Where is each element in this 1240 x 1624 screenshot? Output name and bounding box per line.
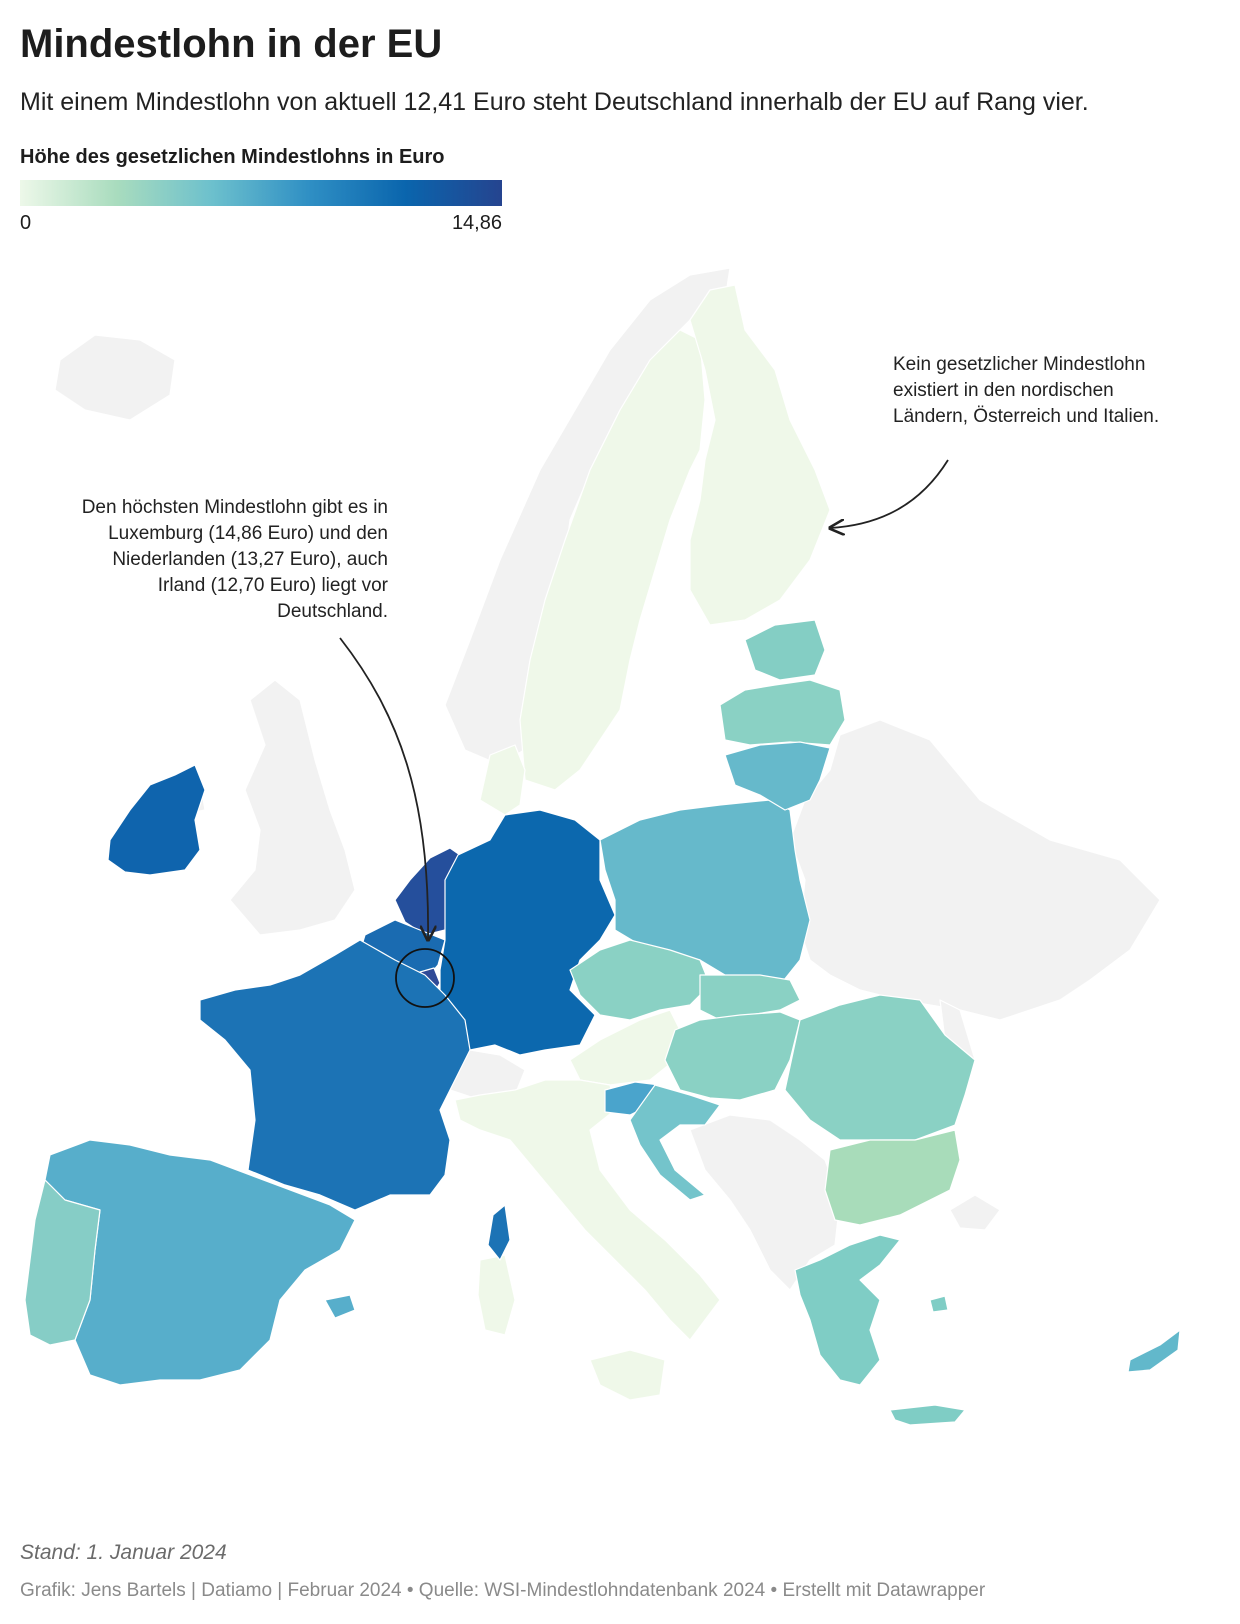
- greece: [794, 1234, 901, 1386]
- sardinia: [477, 1254, 516, 1336]
- page-title: Mindestlohn in der EU: [20, 22, 443, 66]
- legend-max-label: 14,86: [451, 212, 502, 234]
- lithuania: [724, 741, 831, 811]
- source-credit: Grafik: Jens Bartels | Datiamo | Februar…: [20, 1580, 986, 1601]
- luxembourg-highlight-circle: [395, 948, 455, 1008]
- belarus-russia-ukraine: [789, 719, 1161, 1021]
- cyprus: [1127, 1329, 1181, 1373]
- finland: [689, 284, 831, 626]
- corsica: [487, 1204, 511, 1261]
- romania: [784, 994, 976, 1141]
- portugal: [24, 1179, 101, 1346]
- bulgaria: [824, 1129, 961, 1226]
- estonia: [744, 619, 826, 681]
- sweden: [519, 329, 706, 791]
- france: [199, 939, 471, 1211]
- turkey-west: [949, 1194, 1001, 1231]
- legend-title: Höhe des gesetzlichen Mindestlohns in Eu…: [20, 146, 445, 168]
- latvia: [719, 679, 846, 746]
- legend-color-scale: [20, 180, 502, 206]
- nordic-annotation-arrow: [830, 459, 949, 528]
- balkans-non-eu: [689, 1114, 841, 1291]
- highest-wage-annotation: Den höchsten Mindestlohn gibt es in Luxe…: [81, 497, 388, 622]
- highest-annotation-arrow: [339, 637, 428, 940]
- balearic-islands: [324, 1294, 356, 1319]
- date-note: Stand: 1. Januar 2024: [20, 1541, 227, 1564]
- page-subtitle: Mit einem Mindestlohn von aktuell 12,41 …: [20, 88, 1089, 116]
- ireland: [107, 764, 206, 876]
- hungary: [664, 1011, 801, 1101]
- iceland: [54, 334, 176, 421]
- italy: [454, 1079, 721, 1341]
- croatia: [629, 1084, 721, 1201]
- sicily: [589, 1349, 666, 1401]
- europe-map: [24, 267, 1181, 1426]
- poland: [599, 799, 811, 986]
- great-britain: [229, 679, 356, 936]
- switzerland: [444, 1049, 526, 1101]
- nordic-annotation: Kein gesetzlicher Mindestlohn existiert …: [893, 354, 1160, 427]
- aegean-island: [929, 1295, 949, 1313]
- legend-min-label: 0: [20, 212, 32, 234]
- crete: [889, 1404, 966, 1426]
- germany: [439, 809, 616, 1056]
- slovakia: [699, 974, 801, 1021]
